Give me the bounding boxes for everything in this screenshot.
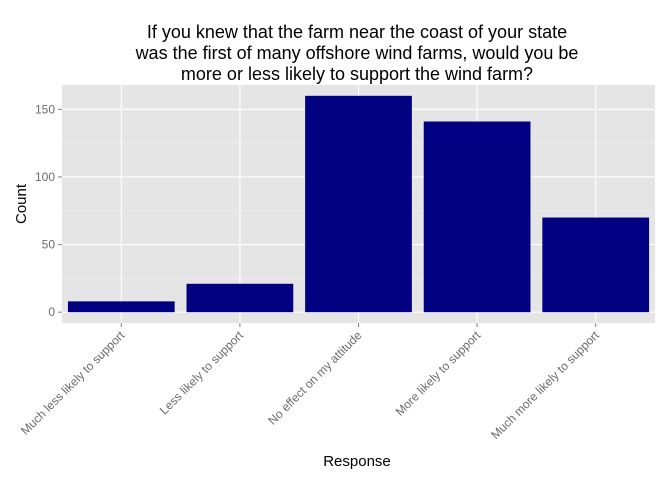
x-tick-label: No effect on my attitude xyxy=(265,328,365,428)
bar xyxy=(186,283,294,313)
chart-title-line-3: more or less likely to support the wind … xyxy=(181,64,533,84)
y-axis: 0 50 100 150 xyxy=(35,102,62,319)
bar xyxy=(542,217,650,313)
y-tick-label: 50 xyxy=(42,238,56,252)
bar xyxy=(423,121,531,313)
x-axis-title: Response xyxy=(323,453,391,470)
x-tick-label: Less likely to support xyxy=(157,328,247,418)
y-tick-label: 150 xyxy=(35,102,55,116)
chart-title-line-2: was the first of many offshore wind farm… xyxy=(135,43,579,63)
bars xyxy=(67,95,650,313)
x-tick-label: Much less likely to support xyxy=(18,328,128,438)
y-axis-title: Count xyxy=(13,183,30,224)
y-tick-label: 0 xyxy=(48,305,55,319)
y-tick-label: 100 xyxy=(35,170,55,184)
chart-title: If you knew that the farm near the coast… xyxy=(135,22,579,84)
bar xyxy=(305,95,412,313)
x-tick-label: Much more likely to support xyxy=(488,328,602,442)
chart-title-line-1: If you knew that the farm near the coast… xyxy=(147,22,567,42)
x-tick-label: More likely to support xyxy=(393,328,484,419)
x-axis: Much less likely to support Less likely t… xyxy=(18,323,602,442)
bar xyxy=(67,301,175,313)
